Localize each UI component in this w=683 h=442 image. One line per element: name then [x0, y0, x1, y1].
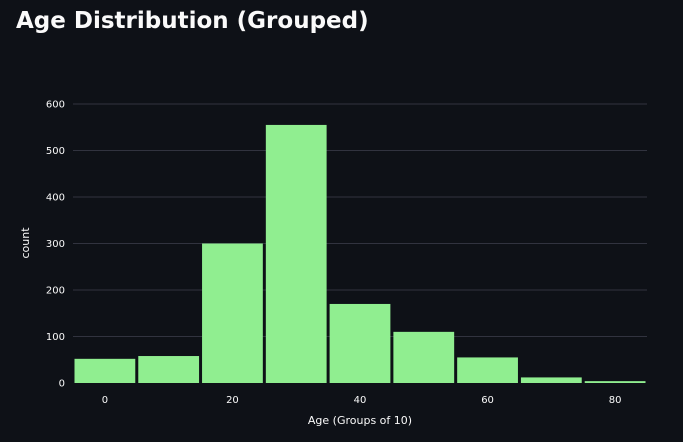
y-tick-labels: 0 100 200 300 400 500 600 [46, 100, 65, 390]
bar-age-60[interactable] [457, 357, 518, 383]
bar-age-10[interactable] [138, 356, 200, 383]
x-tick-label: 60 [481, 395, 494, 406]
bar-age-30[interactable] [265, 124, 327, 384]
page-title: Age Distribution (Grouped) [16, 8, 369, 34]
bar-layer [74, 124, 646, 384]
bar-age-40[interactable] [329, 303, 391, 383]
y-tick-label: 200 [46, 286, 65, 297]
x-tick-labels: 0 20 40 60 80 [102, 395, 622, 406]
y-tick-label: 100 [46, 332, 65, 343]
y-tick-label: 0 [59, 379, 65, 390]
y-axis-title: count [19, 227, 32, 259]
y-tick-label: 400 [46, 193, 65, 204]
bar-age-0[interactable] [74, 358, 136, 383]
x-tick-label: 0 [102, 395, 108, 406]
bar-age-50[interactable] [393, 331, 455, 383]
x-tick-label: 80 [609, 395, 622, 406]
x-axis-title: Age (Groups of 10) [308, 414, 412, 427]
y-tick-label: 600 [46, 100, 65, 111]
x-tick-label: 40 [354, 395, 367, 406]
bar-age-80[interactable] [584, 381, 646, 383]
y-tick-label: 300 [46, 239, 65, 250]
y-tick-label: 500 [46, 146, 65, 157]
bar-age-70[interactable] [520, 377, 582, 383]
grid-layer [73, 103, 647, 337]
bar-age-20[interactable] [202, 243, 263, 384]
x-tick-label: 20 [226, 395, 239, 406]
